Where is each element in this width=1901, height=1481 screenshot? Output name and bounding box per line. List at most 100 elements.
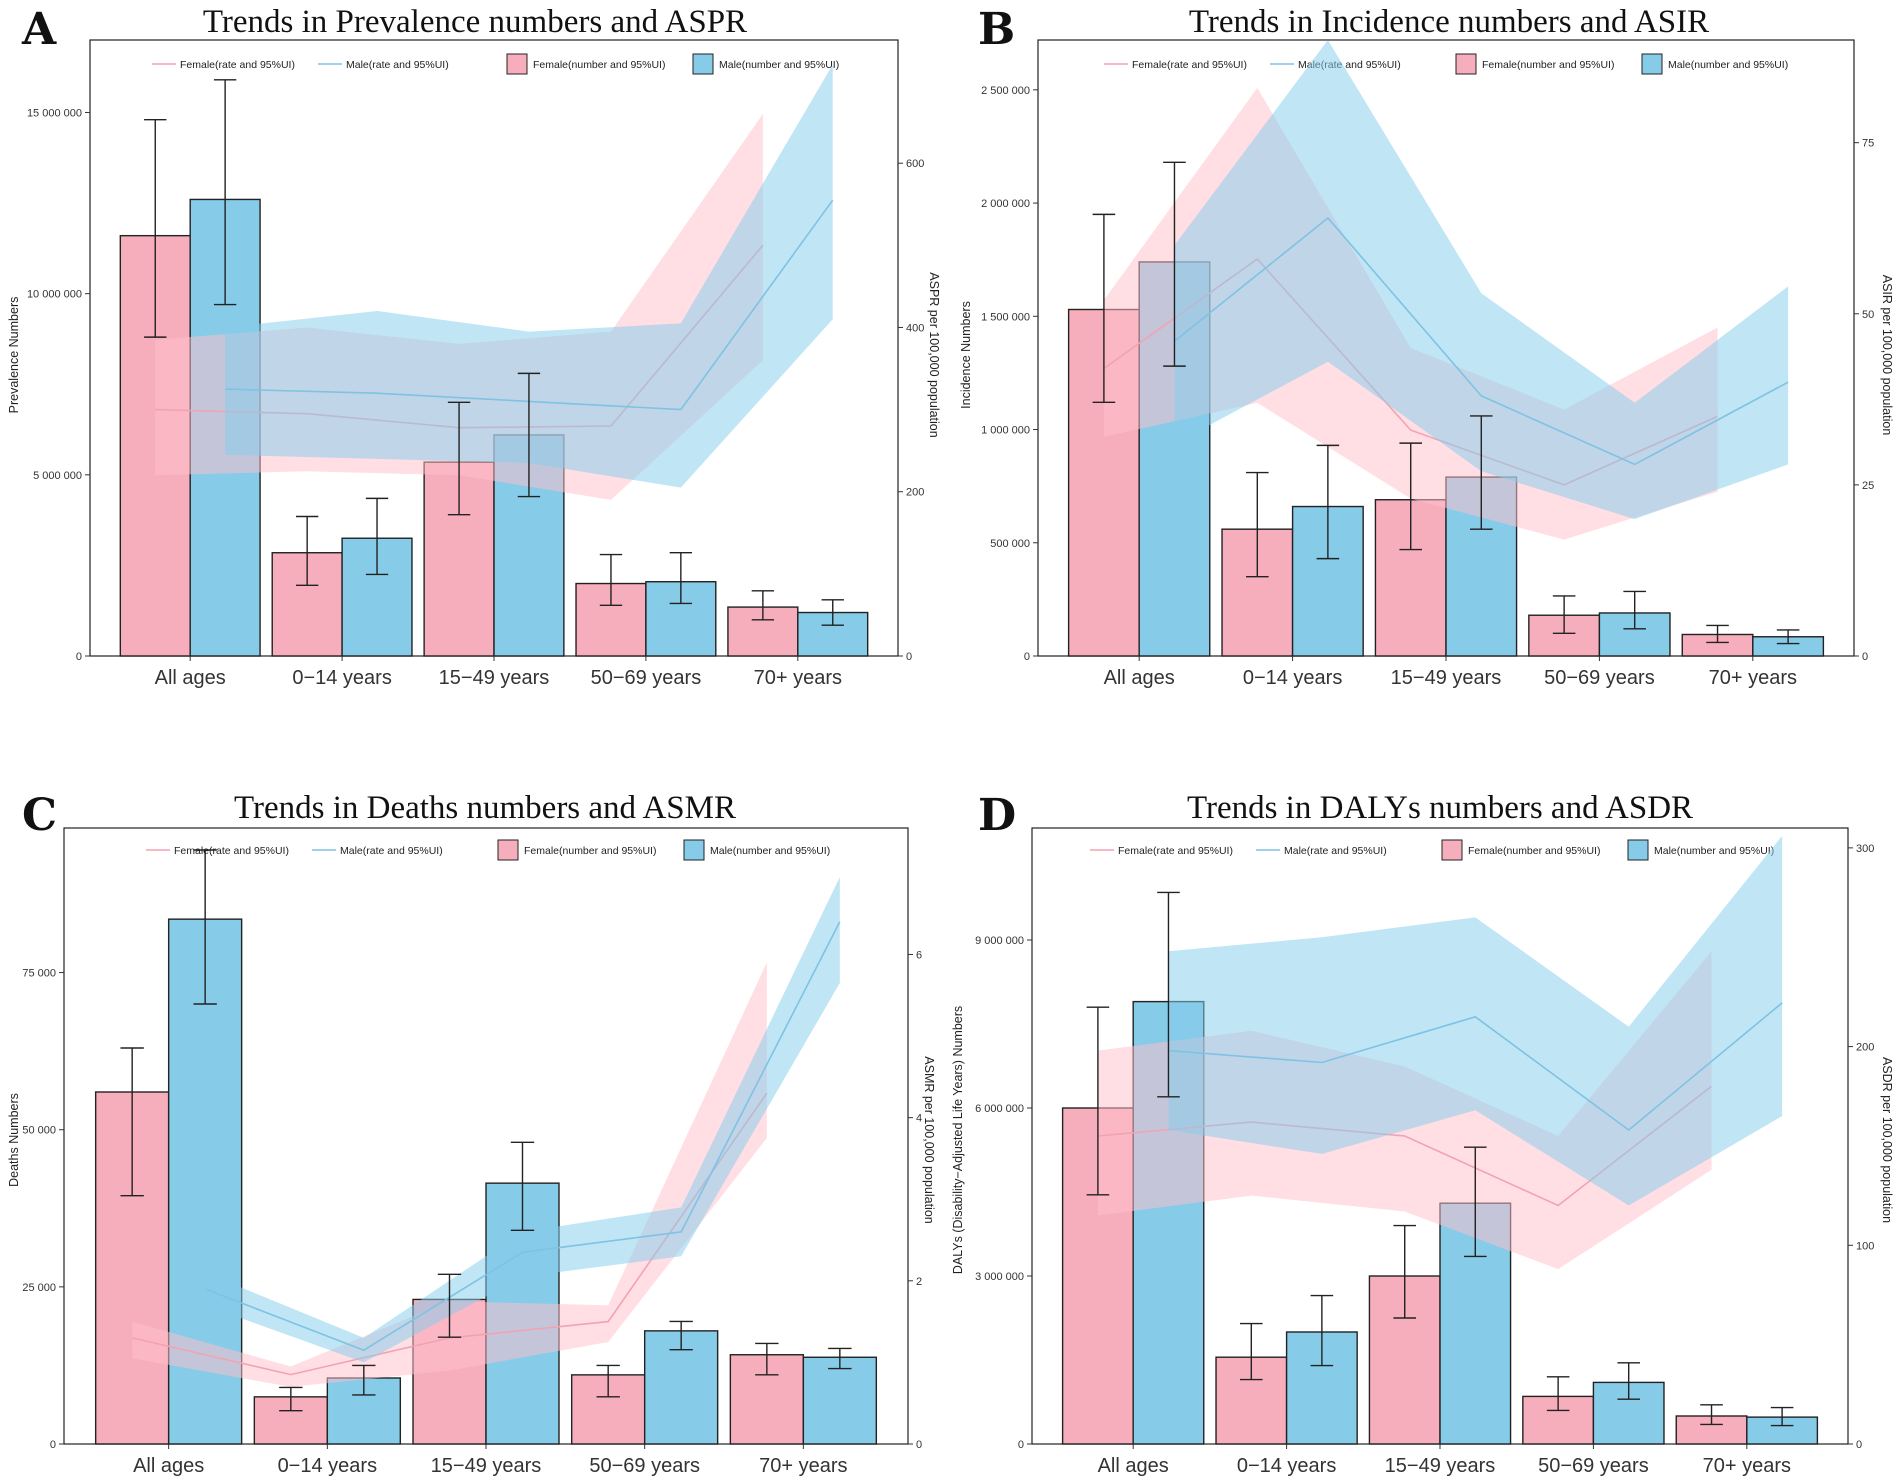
y2-tick-label: 0: [906, 651, 912, 663]
panel-letter: D: [978, 790, 1016, 841]
x-tick-label: 15−49 years: [431, 1455, 542, 1477]
x-tick-label: 0−14 years: [1243, 667, 1343, 689]
legend-male-number-swatch: [683, 839, 705, 861]
x-tick-label: 15−49 years: [1385, 1455, 1496, 1477]
male-error-bar: [517, 372, 541, 498]
y2-tick-label: 600: [906, 158, 924, 170]
y2-axis-title: ASMR per 100,000 population: [922, 1056, 936, 1224]
x-tick-label: All ages: [133, 1455, 204, 1477]
y2-tick-label: 0: [1856, 1439, 1862, 1451]
female-error-bar: [1552, 595, 1576, 635]
x-tick-label: All ages: [1098, 1455, 1169, 1477]
female-error-bar: [755, 1342, 779, 1376]
male-bar: [1598, 612, 1671, 657]
male-bar: [802, 1356, 878, 1445]
y-tick-label: 75 000: [22, 968, 56, 980]
female-error-bar: [1546, 1376, 1570, 1412]
x-tick-label: 0−14 years: [292, 667, 392, 689]
y-axis-title: Prevalence Numbers: [7, 297, 21, 414]
female-error-bar: [447, 401, 471, 516]
x-tick-label: 50−69 years: [589, 1455, 700, 1477]
y-axis-title: Incidence Numbers: [959, 301, 973, 409]
x-tick-label: 70+ years: [1709, 667, 1797, 689]
legend-female-number-swatch: [1441, 839, 1463, 861]
x-tick-label: 15−49 years: [439, 667, 550, 689]
legend-female-number: Female(number and 95%UI): [524, 845, 656, 857]
female-error-bar: [1086, 1006, 1110, 1196]
y-tick-label: 5 000 000: [33, 470, 82, 482]
female-error-bar: [599, 553, 623, 606]
legend-male-number-swatch: [692, 53, 714, 75]
male-rate-band: [1174, 40, 1789, 520]
female-error-bar: [295, 515, 319, 587]
chart-title: Trends in Incidence numbers and ASIR: [1189, 4, 1709, 40]
chart-legend: Female(rate and 95%UI) Male(rate and 95%…: [1104, 53, 1788, 75]
female-error-bar: [1700, 1404, 1723, 1426]
female-error-bar: [1393, 1224, 1417, 1319]
legend-female-rate: Female(rate and 95%UI): [174, 845, 289, 857]
y2-tick-label: 6: [916, 949, 922, 961]
male-error-bar: [352, 1364, 376, 1396]
legend-male-rate: Male(rate and 95%UI): [1284, 845, 1387, 857]
male-rate-line: [1173, 216, 1789, 466]
female-error-bar: [144, 119, 167, 338]
y2-axis-title: ASPR per 100,000 population: [927, 272, 941, 437]
male-error-bar: [213, 79, 237, 306]
x-tick-label: 0−14 years: [278, 1455, 378, 1477]
y-tick-label: 2 500 000: [981, 85, 1030, 97]
legend-male-rate: Male(rate and 95%UI): [346, 59, 449, 71]
legend-female-number: Female(number and 95%UI): [1468, 845, 1600, 857]
y2-tick-label: 300: [1856, 843, 1874, 855]
y2-axis-title: ASDR per 100,000 population: [1880, 1057, 1894, 1223]
plot-area: 0 25 000 50 000 75 000 0 2 4 6 All ages 0−14 year…: [22, 827, 922, 1477]
y-tick-label: 0: [1018, 1439, 1024, 1451]
panel-d: D Trends in DALYs numbers and ASDR Femal…: [951, 790, 1894, 1274]
legend-female-rate: Female(rate and 95%UI): [1132, 59, 1247, 71]
x-tick-label: All ages: [155, 667, 226, 689]
legend-male-rate: Male(rate and 95%UI): [340, 845, 443, 857]
male-error-bar: [669, 1320, 693, 1351]
y2-tick-label: 100: [1856, 1240, 1874, 1252]
x-tick-label: 50−69 years: [591, 667, 702, 689]
legend-female-number: Female(number and 95%UI): [533, 59, 665, 71]
legend-female-rate: Female(rate and 95%UI): [180, 59, 295, 71]
panel-c: C Trends in Deaths numbers and ASMR Fema…: [7, 790, 936, 1224]
plot-area: 0 500 000 1 000 000 1 500 000 2 000 000 2 500…: [981, 39, 1874, 689]
female-error-bar: [751, 590, 775, 621]
legend-female-rate: Female(rate and 95%UI): [1118, 845, 1233, 857]
y-tick-label: 10 000 000: [27, 289, 82, 301]
x-tick-label: 70+ years: [1703, 1455, 1791, 1477]
chart-legend: Female(rate and 95%UI) Male(rate and 95%…: [146, 839, 830, 861]
legend-female-number: Female(number and 95%UI): [1482, 59, 1614, 71]
female-error-bar: [1399, 442, 1423, 551]
y-tick-label: 3 000 000: [975, 1271, 1024, 1283]
female-error-bar: [120, 1047, 144, 1197]
legend-female-number-swatch: [497, 839, 519, 861]
y-tick-label: 2 000 000: [981, 198, 1030, 210]
male-error-bar: [1310, 1294, 1334, 1367]
legend-male-number-swatch: [1641, 53, 1663, 75]
male-error-bar: [1623, 590, 1646, 630]
male-error-bar: [669, 552, 693, 605]
male-rate-band: [225, 64, 833, 488]
y2-tick-label: 4: [916, 1113, 922, 1125]
male-error-bar: [193, 849, 217, 1005]
y-axis-title: Deaths Numbers: [7, 1093, 21, 1187]
male-error-bar: [1463, 1146, 1487, 1258]
y2-tick-label: 75: [1862, 138, 1874, 150]
male-error-bar: [1157, 891, 1180, 1098]
y2-tick-label: 200: [906, 487, 924, 499]
female-error-bar: [437, 1273, 462, 1338]
panel-letter: A: [21, 4, 57, 55]
y2-tick-label: 25: [1862, 480, 1874, 492]
female-error-bar: [596, 1364, 620, 1398]
y-tick-label: 50 000: [22, 1125, 56, 1137]
y-tick-label: 0: [1024, 651, 1030, 663]
chart-title: Trends in Deaths numbers and ASMR: [234, 790, 736, 826]
female-error-bar: [1246, 471, 1269, 578]
chart-legend: Female(rate and 95%UI) Male(rate and 95%…: [152, 53, 839, 75]
plot-area: 0 5 000 000 10 000 000 15 000 000 0 200 400 600…: [27, 39, 924, 689]
y-tick-label: 0: [76, 651, 82, 663]
